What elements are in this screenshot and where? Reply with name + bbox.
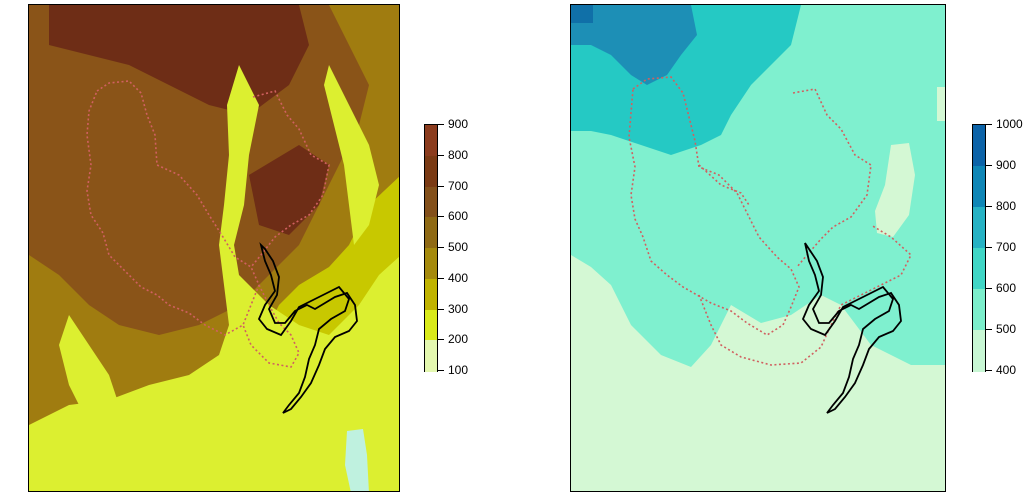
- rainfall-legend-bar: [972, 124, 986, 372]
- top-zone: [571, 5, 697, 85]
- catchment-boundary-inner: [250, 90, 330, 268]
- rainfall-map: [570, 4, 946, 492]
- rainfall-legend-tick: [986, 247, 992, 248]
- rainfall-raster: [571, 5, 945, 491]
- elevation-legend-label: 100: [448, 363, 469, 377]
- catchment-boundary: [86, 80, 260, 336]
- catchment-boundary-south: [242, 284, 300, 368]
- elevation-legend-band: [425, 309, 437, 341]
- rainfall-legend-band: [973, 330, 985, 372]
- elevation-legend-label: 900: [448, 117, 469, 131]
- reservoir-outline: [801, 242, 902, 414]
- valley-branch-east: [324, 65, 379, 245]
- left-map-panel: 900 800 700 600 500 400 300 200 100: [28, 4, 504, 492]
- elevation-legend-tick: [438, 124, 444, 125]
- rainfall-legend-label: 400: [996, 363, 1017, 377]
- rainfall-legend-tick: [986, 329, 992, 330]
- elevation-legend-band: [425, 217, 437, 249]
- rainfall-legend-label: 800: [996, 199, 1017, 213]
- rainfall-legend-band: [973, 248, 985, 290]
- elevation-legend-band: [425, 340, 437, 372]
- elevation-legend-band: [425, 278, 437, 310]
- rainfall-legend-label: 700: [996, 240, 1017, 254]
- elevation-legend-band: [425, 248, 437, 280]
- elevation-legend-tick: [438, 339, 444, 341]
- rainfall-legend-tick: [986, 288, 992, 289]
- elevation-legend-band: [425, 125, 437, 157]
- rainfall-legend-label: 500: [996, 322, 1017, 336]
- elevation-legend-bar: [424, 124, 438, 372]
- rainfall-legend-label: 900: [996, 158, 1017, 172]
- elevation-legend-label: 500: [448, 240, 469, 254]
- elevation-legend-band: [425, 155, 437, 187]
- river-valley: [29, 65, 399, 491]
- rainfall-legend-label: 600: [996, 281, 1017, 295]
- east-edge-patch: [937, 87, 945, 121]
- rainfall-legend-tick: [986, 370, 992, 371]
- catchment-boundary-outer: [698, 224, 912, 366]
- elevation-legend-label: 400: [448, 270, 469, 285]
- elevation-legend-band: [425, 186, 437, 218]
- catchment-boundary: [628, 76, 800, 336]
- reservoir-outline: [257, 242, 358, 414]
- catchment-boundary-west: [698, 164, 750, 206]
- rainfall-legend-band: [973, 289, 985, 331]
- valley-branch-south: [59, 315, 119, 425]
- catchment-boundary-east: [792, 88, 872, 268]
- elevation-legend-tick: [438, 216, 444, 218]
- elevation-legend-tick: [438, 308, 444, 310]
- elevation-map: [28, 4, 400, 492]
- elevation-legend-label: 700: [448, 178, 469, 193]
- elevation-legend-label: 800: [448, 147, 469, 162]
- elevation-legend-label: 200: [448, 332, 469, 347]
- elevation-legend-tick: [438, 277, 444, 279]
- rainfall-legend-tick: [986, 124, 992, 125]
- rainfall-legend-band: [973, 166, 985, 208]
- rainfall-legend-band: [973, 207, 985, 249]
- elevation-legend-tick: [438, 185, 444, 187]
- elevation-legend-label: 600: [448, 209, 469, 224]
- elevation-raster: [29, 5, 399, 491]
- rainfall-legend-band: [973, 125, 985, 167]
- elevation-legend-tick: [438, 247, 444, 248]
- rainfall-legend-label: 1000: [996, 117, 1023, 131]
- summit-region-east: [249, 145, 329, 235]
- lake: [345, 429, 369, 491]
- rainfall-legend-tick: [986, 206, 992, 207]
- rainfall-legend-tick: [986, 165, 992, 166]
- elevation-legend-tick: [438, 154, 444, 156]
- peak-cell: [571, 5, 593, 23]
- elevation-legend: 900 800 700 600 500 400 300 200 100: [424, 118, 504, 377]
- elevation-legend-tick: [438, 370, 444, 371]
- elevation-legend-label: 300: [448, 301, 469, 316]
- east-patch: [875, 143, 915, 237]
- rainfall-legend: 1000 900 800 700 600 500 400: [972, 118, 1024, 377]
- right-map-panel: 1000 900 800 700 600 500 400: [512, 0, 1024, 497]
